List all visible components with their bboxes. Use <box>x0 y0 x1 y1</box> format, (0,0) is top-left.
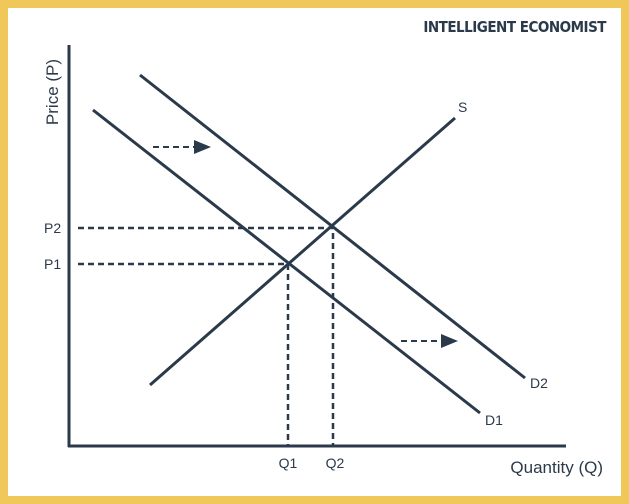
price-label: P1 <box>44 256 61 272</box>
demand-1-label: D1 <box>485 412 503 428</box>
demand-2-label: D2 <box>530 375 548 391</box>
shift-arrow <box>401 334 458 348</box>
supply-label: S <box>458 99 467 115</box>
quantity-label: Q2 <box>326 455 345 471</box>
equilibrium-2-guides <box>78 226 335 446</box>
shift-arrow <box>153 140 211 154</box>
equilibrium-1-guides <box>78 262 290 446</box>
demand-curve-1 <box>92 108 481 415</box>
y-axis-label: Price (P) <box>43 59 62 125</box>
price-label: P2 <box>44 220 61 236</box>
demand-curve-2 <box>139 73 526 380</box>
x-axis-label: Quantity (Q) <box>510 458 603 477</box>
quantity-label: Q1 <box>279 455 298 471</box>
supply-curve <box>149 116 456 387</box>
brand: INTELLIGENT ECONOMIST <box>423 18 607 36</box>
